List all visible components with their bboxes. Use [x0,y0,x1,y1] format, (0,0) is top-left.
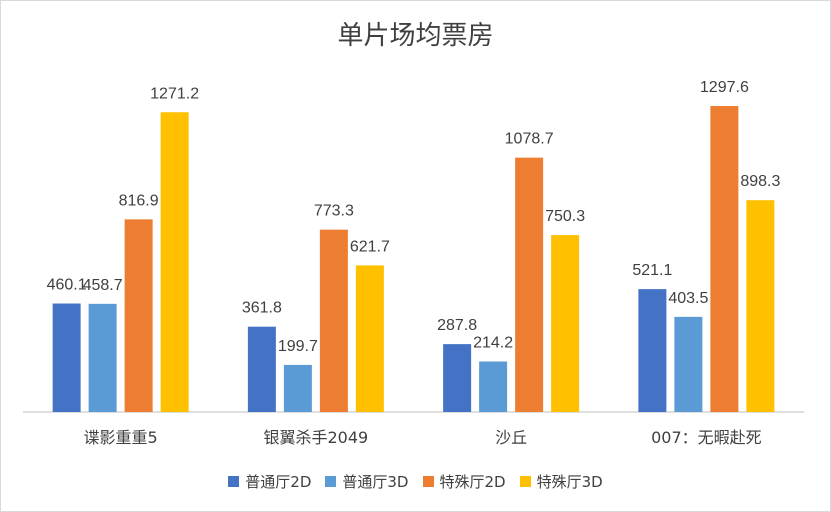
data-label-1-3: 621.7 [350,238,390,255]
bar-1-2 [319,229,348,412]
legend-item-0: 普通厅2D [228,471,311,492]
data-label-0-1: 458.7 [83,277,123,294]
legend-label-1: 普通厅3D [342,473,409,491]
legend-swatch-3 [519,476,531,487]
legend-item-2: 特殊厅2D [422,471,506,492]
data-label-2-3: 750.3 [545,208,585,225]
data-label-2-2: 1078.7 [505,131,554,148]
legend-swatch-1 [325,476,337,487]
legend-item-1: 普通厅3D [325,471,409,492]
data-label-2-1: 214.2 [473,334,513,351]
legend-item-3: 特殊厅3D [519,471,603,492]
data-label-3-2: 1297.6 [700,79,749,96]
bar-3-2 [710,106,739,413]
data-label-3-0: 521.1 [632,262,672,279]
chart-legend: 普通厅2D 普通厅3D 特殊厅2D 特殊厅3D [1,471,830,492]
bar-3-3 [746,200,775,412]
data-label-2-0: 287.8 [437,317,477,334]
bar-2-1 [479,361,508,412]
bar-0-1 [88,303,117,412]
bar-3-0 [638,289,667,412]
legend-swatch-2 [422,476,434,487]
bar-1-1 [283,364,312,412]
category-label-2: 沙丘 [495,428,527,447]
data-label-0-3: 1271.2 [150,85,199,102]
legend-swatch-0 [228,476,240,487]
category-label-1: 银翼杀手2049 [264,428,369,447]
data-label-3-3: 898.3 [740,173,780,190]
bar-2-2 [515,157,544,412]
legend-label-0: 普通厅2D [245,473,312,491]
bar-2-0 [443,344,472,412]
bar-2-3 [551,235,580,412]
legend-label-2: 特殊厅2D [439,473,506,491]
bar-3-1 [674,316,703,412]
bar-0-0 [52,303,81,412]
category-label-0: 谍影重重5 [84,428,158,447]
bar-0-3 [160,112,189,412]
data-label-1-0: 361.8 [242,300,282,317]
category-label-3: 007：无暇赴死 [651,428,762,447]
data-label-0-2: 816.9 [119,192,159,209]
bar-1-0 [247,326,276,412]
bar-1-3 [355,265,384,412]
chart-title: 单片场均票房 [337,21,494,51]
data-label-1-2: 773.3 [314,203,354,220]
bar-0-2 [124,219,153,412]
data-label-3-1: 403.5 [668,290,708,307]
data-label-1-1: 199.7 [278,338,318,355]
data-label-0-0: 460.1 [47,277,87,294]
legend-label-3: 特殊厅3D [536,473,603,491]
